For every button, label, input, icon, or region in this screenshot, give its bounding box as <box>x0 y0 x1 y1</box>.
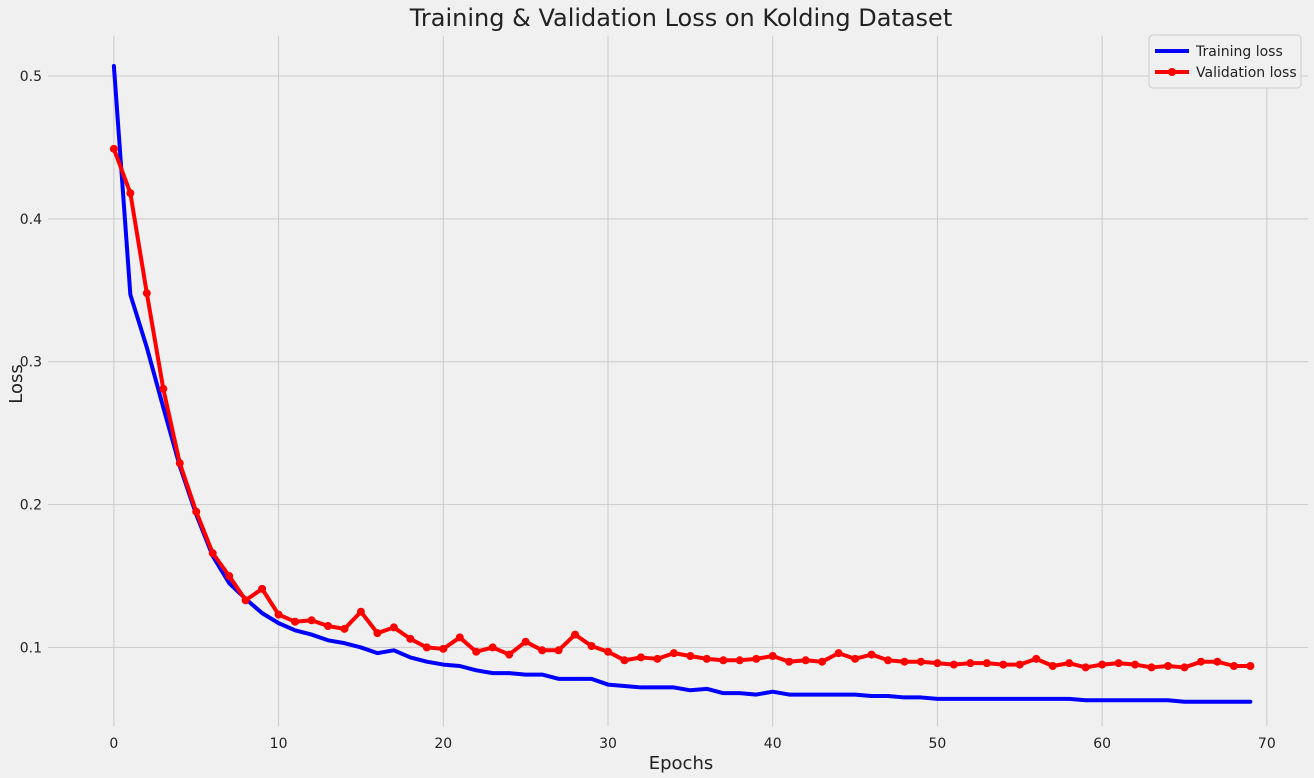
validation-point <box>999 660 1008 669</box>
validation-point <box>521 637 530 646</box>
validation-point <box>340 624 349 633</box>
grid <box>48 36 1308 726</box>
validation-point <box>439 644 448 653</box>
y-tick-label: 0.4 <box>20 212 42 228</box>
validation-point <box>702 654 711 663</box>
legend: Training loss Validation loss <box>1148 34 1302 89</box>
x-axis-label: Epochs <box>649 753 714 774</box>
validation-point <box>1180 663 1189 672</box>
validation-point <box>472 647 481 656</box>
validation-point <box>900 657 909 666</box>
validation-point <box>142 289 151 298</box>
validation-point <box>1081 663 1090 672</box>
validation-point <box>208 549 217 558</box>
x-axis-ticks: 0 10 20 30 40 50 60 70 <box>109 736 1275 752</box>
validation-point <box>1032 654 1041 663</box>
validation-point <box>291 617 300 626</box>
validation-point <box>1213 657 1222 666</box>
validation-point <box>1015 660 1024 669</box>
validation-point <box>554 646 563 655</box>
validation-point <box>538 646 547 655</box>
y-tick-label: 0.1 <box>20 640 42 656</box>
validation-point <box>636 653 645 662</box>
series-line-validation <box>111 146 1253 670</box>
validation-point <box>192 507 201 516</box>
validation-point <box>949 660 958 669</box>
validation-point <box>735 656 744 665</box>
validation-point <box>982 659 991 668</box>
validation-point <box>785 657 794 666</box>
y-axis-ticks: 0.1 0.2 0.3 0.4 0.5 <box>20 69 42 656</box>
validation-point <box>620 656 629 665</box>
x-tick-label: 30 <box>599 736 617 752</box>
y-axis-label: Loss <box>6 364 27 403</box>
validation-point <box>159 384 168 393</box>
validation-point <box>587 642 596 650</box>
chart-title: Training & Validation Loss on Kolding Da… <box>409 4 952 32</box>
validation-point <box>801 656 810 665</box>
validation-point <box>966 659 975 668</box>
validation-point <box>389 623 398 632</box>
x-tick-label: 10 <box>270 736 288 752</box>
validation-point <box>225 572 234 580</box>
validation-point <box>109 144 118 153</box>
legend-box <box>1148 34 1302 89</box>
legend-label-training: Training loss <box>1195 44 1283 60</box>
validation-point <box>1164 662 1172 670</box>
validation-point <box>719 656 728 665</box>
validation-point <box>258 584 267 593</box>
validation-point <box>455 633 464 642</box>
validation-point <box>406 634 415 643</box>
validation-point <box>356 607 365 616</box>
x-tick-label: 20 <box>434 736 452 752</box>
x-tick-label: 70 <box>1258 736 1276 752</box>
validation-point <box>1048 662 1057 670</box>
x-tick-label: 0 <box>109 736 118 752</box>
x-tick-label: 60 <box>1093 736 1111 752</box>
validation-point <box>505 650 514 659</box>
validation-point <box>1246 662 1255 670</box>
validation-point <box>488 643 497 652</box>
validation-point <box>1196 657 1205 666</box>
validation-point <box>752 654 761 663</box>
validation-point <box>851 654 860 663</box>
validation-point <box>1229 662 1238 670</box>
x-tick-label: 40 <box>764 736 782 752</box>
y-tick-label: 0.3 <box>20 355 42 371</box>
validation-point <box>916 657 925 666</box>
validation-point <box>422 643 431 652</box>
validation-point <box>1147 663 1156 672</box>
legend-marker-validation <box>1168 68 1176 76</box>
validation-point <box>818 657 827 666</box>
validation-point <box>241 596 250 605</box>
validation-point <box>571 630 580 639</box>
validation-point <box>324 622 332 630</box>
y-tick-label: 0.2 <box>20 498 42 514</box>
validation-point <box>274 610 283 619</box>
validation-point <box>175 459 184 468</box>
validation-point <box>1065 659 1074 668</box>
validation-point <box>867 650 876 659</box>
validation-point <box>604 647 612 656</box>
validation-point <box>1131 660 1140 669</box>
validation-point <box>884 656 892 665</box>
x-tick-label: 50 <box>928 736 946 752</box>
series-line-training <box>111 64 1253 704</box>
legend-label-validation: Validation loss <box>1196 65 1297 81</box>
validation-point <box>768 652 777 660</box>
validation-point <box>933 659 942 668</box>
series-layer <box>109 64 1255 704</box>
validation-point <box>307 616 316 625</box>
validation-point <box>669 649 678 658</box>
validation-point <box>126 189 135 198</box>
y-tick-label: 0.5 <box>20 69 42 85</box>
validation-point <box>686 652 695 660</box>
validation-point <box>834 649 843 658</box>
validation-point <box>653 654 662 663</box>
validation-point <box>1098 660 1107 669</box>
validation-point <box>373 629 382 638</box>
validation-point <box>1114 659 1123 668</box>
